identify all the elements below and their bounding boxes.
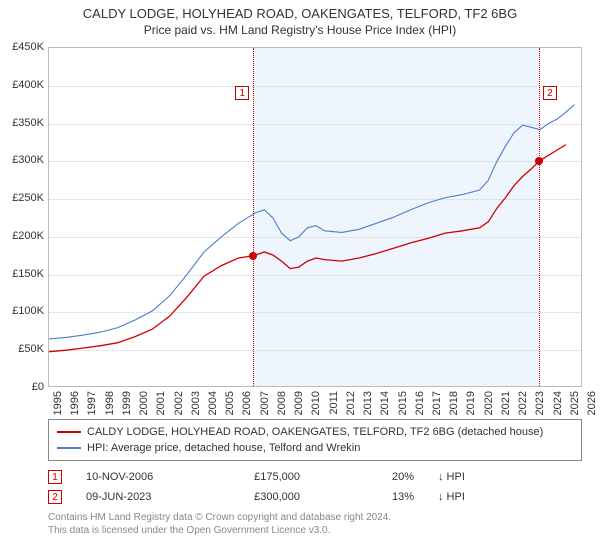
x-axis-label: 2016 xyxy=(414,391,426,415)
page-subtitle: Price paid vs. HM Land Registry's House … xyxy=(0,23,600,37)
x-axis-label: 2021 xyxy=(500,391,512,415)
x-axis-label: 1998 xyxy=(104,391,116,415)
x-axis-label: 2005 xyxy=(224,391,236,415)
event-number: 1 xyxy=(48,470,62,484)
x-axis-label: 2011 xyxy=(328,391,340,415)
event-number: 2 xyxy=(48,490,62,504)
event-pct: 20% xyxy=(324,471,414,483)
chart-area: £0 £50K £100K £150K £200K £250K £300K £350K £400… xyxy=(0,43,590,413)
event-row: 2 09-JUN-2023 £300,000 13% ↓ HPI xyxy=(48,487,582,507)
event-row: 1 10-NOV-2006 £175,000 20% ↓ HPI xyxy=(48,467,582,487)
footer-text: Contains HM Land Registry data © Crown c… xyxy=(48,511,582,537)
x-axis-label: 2007 xyxy=(259,391,271,415)
y-axis-label: £400K xyxy=(0,79,44,91)
series-red xyxy=(49,145,566,352)
data-point xyxy=(535,157,543,165)
x-axis-label: 2012 xyxy=(345,391,357,415)
x-axis-label: 2019 xyxy=(465,391,477,415)
x-axis-label: 2025 xyxy=(569,391,581,415)
x-axis-label: 2026 xyxy=(586,391,598,415)
line-series xyxy=(49,48,583,388)
x-axis-label: 2006 xyxy=(241,391,253,415)
y-axis-label: £100K xyxy=(0,305,44,317)
event-date: 09-JUN-2023 xyxy=(86,491,196,503)
plot-region: 12 xyxy=(48,47,582,387)
x-axis-label: 2023 xyxy=(534,391,546,415)
y-axis-label: £300K xyxy=(0,154,44,166)
footer-line-2: This data is licensed under the Open Gov… xyxy=(48,524,582,537)
page-title: CALDY LODGE, HOLYHEAD ROAD, OAKENGATES, … xyxy=(0,6,600,21)
y-axis-label: £200K xyxy=(0,230,44,242)
y-axis-label: £150K xyxy=(0,268,44,280)
event-marker: 2 xyxy=(543,86,557,100)
x-axis-label: 2000 xyxy=(138,391,150,415)
event-price: £175,000 xyxy=(220,471,300,483)
y-axis-label: £250K xyxy=(0,192,44,204)
y-axis-label: £350K xyxy=(0,117,44,129)
event-marker: 1 xyxy=(235,86,249,100)
x-axis-label: 2008 xyxy=(276,391,288,415)
x-axis-label: 1999 xyxy=(121,391,133,415)
legend-item: HPI: Average price, detached house, Telf… xyxy=(57,440,573,456)
x-axis-label: 1997 xyxy=(86,391,98,415)
x-axis-label: 2015 xyxy=(397,391,409,415)
series-blue xyxy=(49,105,574,339)
x-axis-label: 2017 xyxy=(431,391,443,415)
x-axis-label: 2004 xyxy=(207,391,219,415)
data-point xyxy=(249,252,257,260)
x-axis-label: 2001 xyxy=(155,391,167,415)
legend-item: CALDY LODGE, HOLYHEAD ROAD, OAKENGATES, … xyxy=(57,424,573,440)
y-axis-label: £0 xyxy=(0,381,44,393)
x-axis-label: 1996 xyxy=(69,391,81,415)
x-axis-label: 2003 xyxy=(190,391,202,415)
y-axis-label: £50K xyxy=(0,343,44,355)
x-axis-label: 2014 xyxy=(379,391,391,415)
event-dir: ↓ HPI xyxy=(438,491,465,503)
x-axis-label: 2013 xyxy=(362,391,374,415)
x-axis-label: 2009 xyxy=(293,391,305,415)
footer-line-1: Contains HM Land Registry data © Crown c… xyxy=(48,511,582,524)
event-pct: 13% xyxy=(324,491,414,503)
y-axis-label: £450K xyxy=(0,41,44,53)
x-axis-label: 2020 xyxy=(483,391,495,415)
x-axis-label: 2018 xyxy=(448,391,460,415)
x-axis-label: 2002 xyxy=(173,391,185,415)
legend: CALDY LODGE, HOLYHEAD ROAD, OAKENGATES, … xyxy=(48,419,582,461)
x-axis-label: 2024 xyxy=(552,391,564,415)
x-axis-label: 2022 xyxy=(517,391,529,415)
event-dir: ↓ HPI xyxy=(438,471,465,483)
x-axis-label: 2010 xyxy=(310,391,322,415)
event-price: £300,000 xyxy=(220,491,300,503)
event-table: 1 10-NOV-2006 £175,000 20% ↓ HPI 2 09-JUN-2023… xyxy=(48,467,582,507)
x-axis-label: 1995 xyxy=(52,391,64,415)
event-date: 10-NOV-2006 xyxy=(86,471,196,483)
